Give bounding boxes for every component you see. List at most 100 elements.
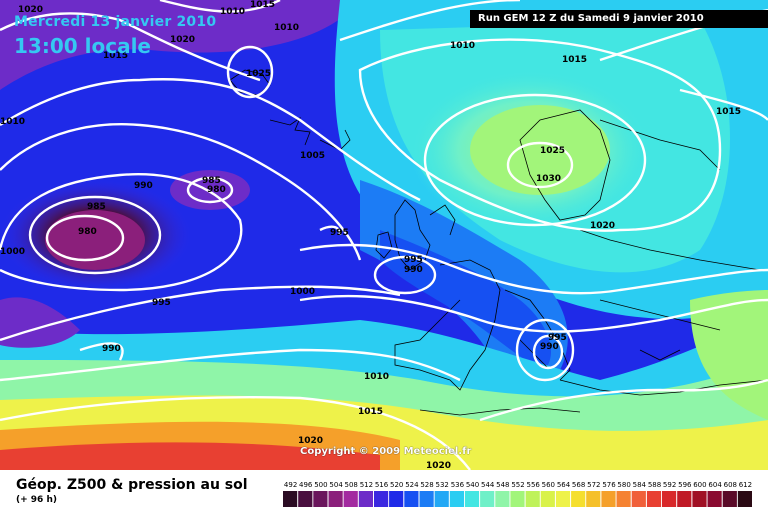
legend-value-label: 572 xyxy=(587,481,600,489)
legend-color-swatch xyxy=(662,491,677,507)
legend-value-label: 552 xyxy=(511,481,524,489)
legend-value-label: 548 xyxy=(496,481,509,489)
legend-value-label: 556 xyxy=(527,481,541,489)
isobar-label: 1010 xyxy=(274,23,299,33)
legend-value-label: 580 xyxy=(617,481,630,489)
isobar-label: 995 xyxy=(330,228,349,238)
legend-value-label: 536 xyxy=(451,481,465,489)
isobar-label: 1020 xyxy=(170,35,195,45)
field-low-core xyxy=(45,210,145,270)
legend-value-label: 560 xyxy=(542,481,555,489)
legend-color-swatch xyxy=(540,491,555,507)
legend-color-swatch xyxy=(737,491,752,507)
legend-value-label: 596 xyxy=(678,481,692,489)
field-purple-left xyxy=(0,297,80,348)
isobar-label: 1005 xyxy=(300,151,325,161)
legend-value-label: 612 xyxy=(739,481,752,489)
copyright-text: Copyright © 2009 Meteociel.fr xyxy=(300,446,472,457)
legend-color-swatch xyxy=(389,491,404,507)
field-purple-north xyxy=(0,0,360,90)
isobar-label: 1000 xyxy=(290,287,315,297)
isobar-label: 990 xyxy=(540,342,559,352)
isobar-label: 985 xyxy=(202,176,221,186)
isobar-label: 1000 xyxy=(0,247,25,257)
legend-value-label: 576 xyxy=(602,481,616,489)
legend-value-label: 588 xyxy=(648,481,661,489)
isobar-label: 1020 xyxy=(18,5,43,15)
isobar-label: 1025 xyxy=(540,146,565,156)
legend-color-swatch xyxy=(464,491,480,507)
isobar-label: 1010 xyxy=(220,7,245,17)
isobar-label: 995 xyxy=(548,333,567,343)
legend-color-swatch xyxy=(525,491,540,507)
isobar-label: 995 xyxy=(404,255,423,265)
legend-color-swatch xyxy=(343,491,358,507)
legend-value-label: 516 xyxy=(375,481,389,489)
color-scale-legend: 492 496 500 504 508 512 516 520 524 528 532 536 540 5… xyxy=(283,481,752,507)
legend-color-swatch xyxy=(419,491,434,507)
run-info: Run GEM 12 Z du Samedi 9 janvier 2010 xyxy=(470,10,768,28)
legend-color-swatch xyxy=(555,491,571,507)
legend-value-label: 584 xyxy=(633,481,647,489)
isobar-label: 1015 xyxy=(103,51,128,61)
forecast-offset: (+ 96 h) xyxy=(16,495,57,505)
legend-value-label: 568 xyxy=(572,481,585,489)
legend-color-swatch xyxy=(571,491,586,507)
legend-value-label: 504 xyxy=(329,481,343,489)
isobar-label: 980 xyxy=(78,227,97,237)
legend-color-swatch xyxy=(722,491,737,507)
legend-color-swatch xyxy=(616,491,631,507)
isobar-label: 1020 xyxy=(590,221,615,231)
legend-color-swatch xyxy=(692,491,707,507)
isobar-label: 1015 xyxy=(358,407,383,417)
legend-value-label: 496 xyxy=(299,481,313,489)
legend-color-swatch xyxy=(283,491,298,507)
legend-value-label: 500 xyxy=(314,481,327,489)
legend-color-swatch xyxy=(646,491,662,507)
isobar-label: 990 xyxy=(134,181,153,191)
field-green-core xyxy=(470,105,610,195)
isobar-label: 980 xyxy=(207,185,226,195)
map-title: Géop. Z500 & pression au sol xyxy=(16,477,248,493)
isobar-label: 1020 xyxy=(426,461,451,470)
legend-color-swatch xyxy=(374,491,389,507)
legend-value-label: 564 xyxy=(557,481,571,489)
field-low-purple-2 xyxy=(170,170,250,210)
legend-color-swatch xyxy=(404,491,419,507)
isobar-label: 985 xyxy=(87,202,106,212)
isobar-label: 1010 xyxy=(364,372,389,382)
isobar-label: 1020 xyxy=(298,436,323,446)
isobar-label: 1015 xyxy=(716,107,741,117)
legend-value-label: 592 xyxy=(663,481,676,489)
legend-color-swatch xyxy=(510,491,525,507)
isobar-label: 995 xyxy=(152,298,171,308)
legend-value-label: 492 xyxy=(284,481,297,489)
legend-value-label: 540 xyxy=(466,481,479,489)
coastlines xyxy=(229,69,768,416)
legend-color-swatch xyxy=(358,491,373,507)
legend-color-swatch xyxy=(601,491,616,507)
legend-color-swatch xyxy=(631,491,646,507)
legend-color-swatch xyxy=(707,491,722,507)
isobar-label: 1015 xyxy=(250,0,275,10)
isobar-label: 990 xyxy=(102,344,121,354)
legend-value-label: 524 xyxy=(405,481,419,489)
legend-color-swatch xyxy=(449,491,464,507)
legend-color-swatch xyxy=(434,491,449,507)
legend-color-swatch xyxy=(328,491,343,507)
geopotential-map: 1020 1010 1015 1010 1020 1015 1025 1010 … xyxy=(0,0,768,470)
legend-value-label: 512 xyxy=(360,481,373,489)
forecast-time: 13:00 locale xyxy=(14,34,151,58)
field-green-east-south xyxy=(690,290,768,420)
legend-value-label: 508 xyxy=(345,481,358,489)
isobar-labels: 1020 1010 1015 1010 1020 1015 1025 1010 … xyxy=(0,0,741,470)
legend-value-label: 520 xyxy=(390,481,403,489)
isobar-label: 1030 xyxy=(536,174,561,184)
isobar-label: 1010 xyxy=(0,117,25,127)
legend-value-label: 544 xyxy=(481,481,495,489)
field-red-south xyxy=(0,442,380,470)
legend-color-swatch xyxy=(677,491,692,507)
legend-value-label: 532 xyxy=(436,481,449,489)
legend-value-label: 600 xyxy=(693,481,706,489)
